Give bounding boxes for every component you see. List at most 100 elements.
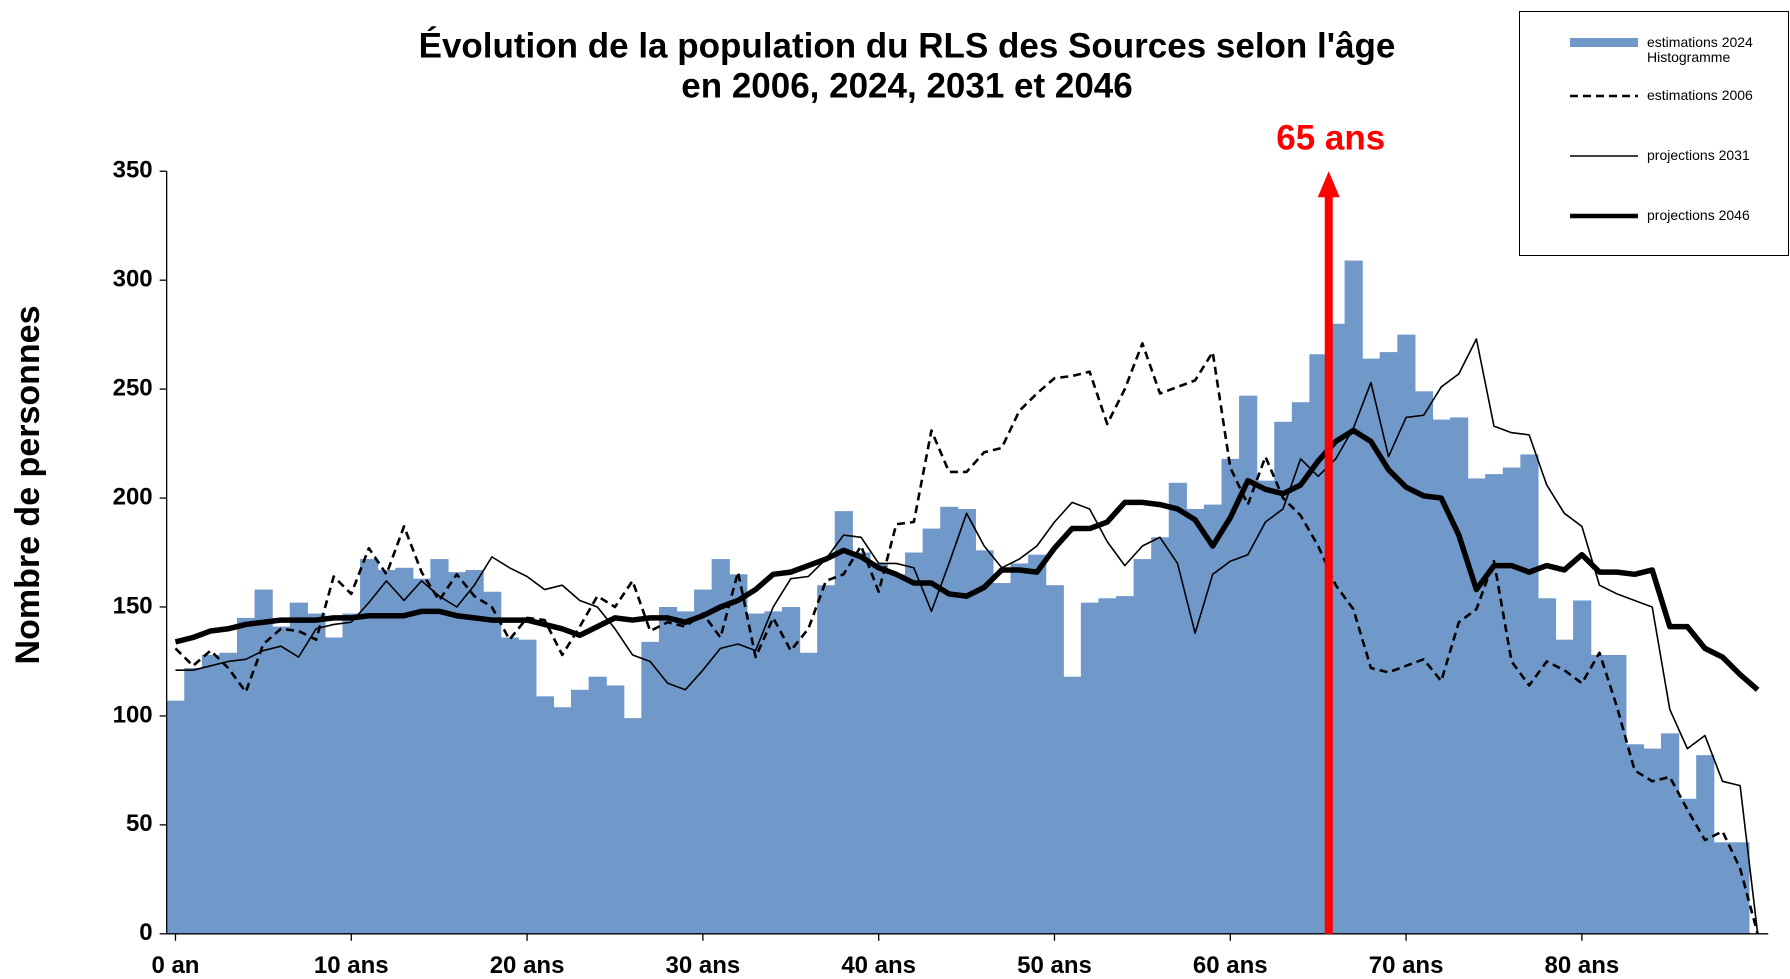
bar (1397, 334, 1416, 934)
legend-label: estimations 2006 (1647, 87, 1753, 103)
bar (1045, 585, 1064, 934)
bar (623, 718, 642, 934)
bar (588, 676, 607, 934)
bar (817, 585, 836, 934)
y-tick-label: 250 (113, 374, 153, 401)
bar (781, 606, 801, 934)
legend-label: projections 2031 (1647, 147, 1750, 163)
bar (658, 606, 678, 934)
bar (307, 613, 326, 934)
bar (799, 652, 818, 934)
bar (606, 685, 625, 934)
bar (1362, 358, 1381, 934)
bar (1502, 467, 1521, 934)
x-tick-label: 30 ans (666, 952, 741, 979)
bar (1080, 602, 1100, 934)
bar (1344, 260, 1363, 934)
bar (1731, 842, 1750, 934)
bar (1414, 391, 1434, 934)
bar (1010, 563, 1029, 934)
legend-item: projections 2031 (1520, 136, 1788, 176)
line-thick (174, 427, 1760, 692)
x-tick-label: 70 ans (1369, 952, 1444, 979)
legend-item: projections 2046 (1520, 196, 1788, 236)
legend-swatch-bar (1570, 38, 1638, 47)
bar (1537, 598, 1557, 934)
y-tick-label: 150 (113, 592, 153, 619)
x-tick-label: 80 ans (1545, 952, 1620, 979)
legend-swatch (1570, 38, 1638, 47)
bar (1116, 596, 1135, 934)
legend-label: estimations 2024 Histogramme (1647, 34, 1753, 65)
bar (887, 574, 906, 934)
bar (676, 611, 695, 934)
y-tick-label: 350 (113, 157, 153, 184)
bar (1713, 842, 1732, 934)
chart-subtitle: en 2006, 2024, 2031 et 2046 (681, 66, 1132, 105)
chart-title: Évolution de la population du RLS des So… (419, 25, 1396, 65)
bar (869, 563, 889, 934)
bar (1274, 421, 1293, 934)
bar (1168, 482, 1187, 934)
bar (1520, 454, 1539, 934)
bar (184, 668, 203, 934)
bar (1485, 474, 1504, 934)
annotation-arrowhead (1317, 171, 1340, 198)
bar (975, 550, 994, 934)
bar (1625, 744, 1645, 934)
bar (166, 700, 185, 934)
x-tick-label: 50 ans (1017, 952, 1092, 979)
legend-swatch (1570, 155, 1638, 157)
x-tick-label: 60 ans (1193, 952, 1268, 979)
legend-item: estimations 2006 (1520, 76, 1788, 116)
bar (553, 707, 572, 934)
bar (535, 696, 555, 934)
bar (395, 567, 414, 934)
y-tick-label: 50 (126, 810, 153, 837)
bar (272, 626, 291, 934)
bar (729, 574, 748, 934)
bar (1063, 676, 1082, 934)
bar (236, 617, 256, 934)
line-dashed (174, 342, 1759, 935)
bar (1643, 748, 1662, 934)
y-axis-title: Nombre de personnes (9, 306, 47, 665)
bar (465, 569, 484, 934)
bar (289, 602, 308, 934)
bar (1291, 402, 1310, 934)
legend-swatch (1570, 94, 1638, 98)
bar (852, 552, 871, 934)
bar (746, 613, 766, 934)
bar (518, 639, 537, 934)
bar (1590, 654, 1609, 934)
bar (447, 572, 467, 934)
bar (905, 552, 924, 934)
y-tick-label: 0 (139, 919, 152, 946)
bar (1203, 504, 1223, 934)
bar (412, 578, 431, 934)
bar (922, 528, 941, 934)
bar (1678, 798, 1697, 934)
bar (1133, 559, 1152, 934)
bar (764, 611, 783, 934)
bar (1661, 733, 1680, 934)
legend-swatch (1570, 213, 1638, 219)
bar (342, 613, 361, 934)
bar (1186, 508, 1205, 934)
bar (1028, 554, 1047, 934)
bar (992, 583, 1012, 934)
annotation-label: 65 ans (1276, 118, 1385, 157)
bar (1573, 600, 1592, 934)
bar (571, 689, 590, 934)
x-tick-label: 20 ans (490, 952, 565, 979)
bar (1379, 352, 1398, 934)
y-tick-label: 300 (113, 266, 153, 293)
bar (957, 508, 976, 934)
bar (430, 559, 449, 934)
bar (1239, 395, 1258, 934)
y-tick-label: 200 (113, 483, 153, 510)
bar (1467, 478, 1486, 934)
x-tick-label: 40 ans (841, 952, 916, 979)
